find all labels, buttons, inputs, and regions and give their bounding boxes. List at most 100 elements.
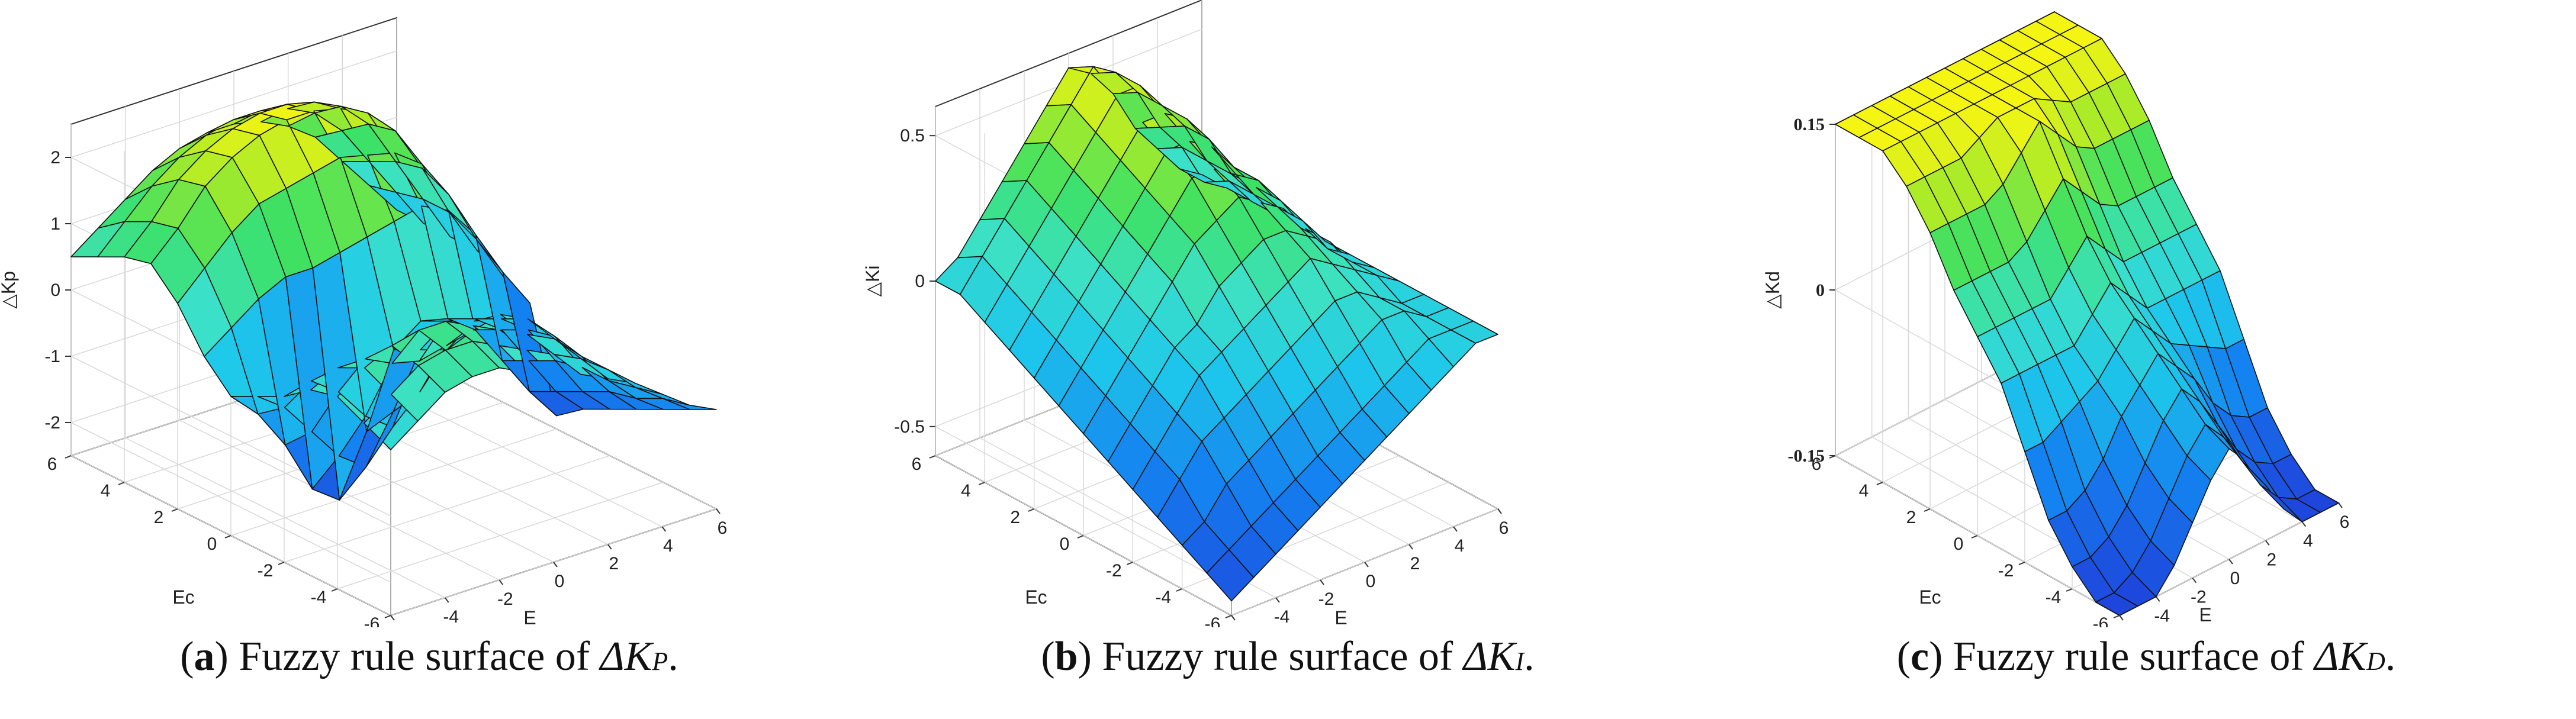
- x-axis-label: E: [1334, 607, 1347, 627]
- panel-a: -6 -4 -2 0 2 4 6 -6 -4 -2 0 2 4 6 -2 -1 0 1 2 E Ec △Kp (a) Fu…: [0, 0, 858, 719]
- caption-letter: b: [1054, 634, 1078, 679]
- y-tick-mark: [978, 482, 985, 485]
- x-tick-label: -2: [497, 589, 513, 609]
- caption-end: .: [668, 634, 678, 679]
- x-axis-label: E: [523, 607, 536, 627]
- caption-a: (a) Fuzzy rule surface of ΔKP.: [180, 634, 678, 679]
- x-tick-label: 6: [718, 518, 728, 538]
- x-tick-mark: [2228, 559, 2233, 565]
- caption-subscript: I: [1515, 647, 1525, 676]
- caption-end: .: [2385, 634, 2396, 679]
- z-tick-label: 0.5: [900, 126, 925, 146]
- x-tick-mark: [1453, 526, 1458, 532]
- grid-line: [70, 50, 397, 158]
- x-tick-label: 6: [2340, 512, 2350, 532]
- y-tick-mark: [1876, 482, 1883, 485]
- tick-labels: -6 -4 -2 0 2 4 6 -6 -4 -2 0 2 4 6 -2 -1 0 1 2: [44, 148, 727, 627]
- surface: [1835, 11, 2339, 616]
- y-tick-mark: [384, 615, 391, 618]
- caption-text: Fuzzy rule surface of: [1953, 634, 2315, 679]
- y-tick-label: 2: [154, 508, 164, 527]
- y-tick-label: 4: [101, 481, 111, 501]
- z-tick-label: 0: [50, 280, 60, 300]
- y-tick-mark: [278, 562, 285, 565]
- surface-patch: [2296, 489, 2339, 513]
- x-tick-mark: [553, 562, 558, 568]
- caption-subscript: P: [652, 647, 668, 676]
- caption-text: Fuzzy rule surface of: [239, 634, 600, 679]
- grid-line: [230, 428, 557, 536]
- x-tick-mark: [716, 508, 721, 514]
- surface-plot-kp: -6 -4 -2 0 2 4 6 -6 -4 -2 0 2 4 6 -2 -1 0 1 2 E Ec △Kp: [0, 17, 727, 627]
- x-tick-mark: [2192, 578, 2197, 583]
- y-tick-mark: [1971, 535, 1978, 539]
- x-tick-label: -4: [1274, 607, 1290, 627]
- y-tick-mark: [2018, 562, 2025, 565]
- tick-labels: -6 -4 -2 0 2 4 6 -6 -4 -2 0 2 4 6 -0.5 0 0.5: [894, 126, 1509, 627]
- x-axis-label: E: [2199, 604, 2211, 626]
- y-tick-mark: [1924, 508, 1931, 512]
- x-tick-mark: [499, 579, 504, 585]
- y-tick-mark: [331, 588, 338, 592]
- caption-subscript: D: [2366, 647, 2385, 676]
- surface-patch: [1450, 320, 1498, 344]
- x-tick-label: 4: [1455, 536, 1465, 556]
- y-tick-label: -2: [1998, 561, 2014, 581]
- y-tick-mark: [171, 508, 178, 512]
- y-tick-label: 0: [1060, 534, 1070, 554]
- z-tick-label: 1: [50, 214, 60, 234]
- panel-b: -6 -4 -2 0 2 4 6 -6 -4 -2 0 2 4 6 -0.5 0 0.5 E Ec △Ki (b) F…: [858, 0, 1717, 719]
- x-tick-mark: [607, 544, 612, 550]
- y-tick-mark: [2066, 588, 2073, 592]
- grid-line: [70, 422, 391, 583]
- x-tick-mark: [1364, 562, 1369, 568]
- x-tick-label: 2: [609, 554, 619, 573]
- grid-line: [337, 482, 664, 589]
- caption-b: (b) Fuzzy rule surface of ΔKI.: [1041, 634, 1535, 679]
- y-tick-label: -2: [1106, 561, 1122, 581]
- x-tick-mark: [2119, 615, 2124, 621]
- x-tick-mark: [1320, 579, 1324, 585]
- y-tick-label: -4: [2046, 588, 2062, 607]
- y-tick-label: 0: [1954, 534, 1964, 554]
- y-tick-label: -4: [311, 588, 327, 607]
- surface-patch: [662, 398, 717, 410]
- y-tick-mark: [65, 455, 72, 459]
- surface: [70, 101, 717, 501]
- x-tick-mark: [390, 615, 395, 621]
- y-tick-mark: [1028, 508, 1035, 512]
- z-tick-label: 0.15: [1794, 115, 1825, 134]
- x-tick-label: 2: [2266, 550, 2276, 569]
- y-axis-label: Ec: [1919, 586, 1941, 608]
- y-tick-label: 4: [961, 481, 971, 501]
- z-tick-label: -1: [44, 347, 60, 366]
- x-tick-label: -2: [2191, 588, 2207, 607]
- y-tick-label: -2: [258, 561, 274, 581]
- z-axis-label: △Kd: [1762, 271, 1783, 309]
- y-tick-label: -6: [364, 614, 380, 627]
- y-tick-label: -6: [2093, 614, 2109, 627]
- caption-symbol: ΔK: [2314, 634, 2366, 679]
- caption-text: Fuzzy rule surface of: [1102, 634, 1464, 679]
- x-tick-label: 6: [1499, 518, 1509, 538]
- y-tick-label: 6: [1812, 454, 1822, 474]
- caption-symbol: ΔK: [600, 634, 652, 679]
- x-tick-label: 0: [555, 572, 565, 591]
- x-tick-mark: [1231, 615, 1236, 621]
- x-tick-label: -2: [1318, 589, 1334, 609]
- caption-letter: c: [1911, 634, 1929, 679]
- caption-letter: a: [194, 634, 215, 679]
- z-axis-label: △Ki: [862, 265, 883, 296]
- z-axis-label: △Kp: [0, 271, 19, 309]
- y-tick-label: -4: [1155, 588, 1171, 607]
- y-tick-mark: [118, 482, 125, 485]
- z-tick-label: 2: [50, 148, 60, 167]
- y-tick-mark: [1176, 588, 1183, 592]
- x-tick-label: 4: [663, 536, 673, 556]
- y-axis-label: Ec: [1025, 586, 1047, 608]
- x-tick-label: 0: [2230, 569, 2240, 588]
- x-tick-mark: [1275, 597, 1280, 603]
- x-tick-label: -4: [443, 607, 459, 627]
- y-tick-label: -6: [1205, 614, 1221, 627]
